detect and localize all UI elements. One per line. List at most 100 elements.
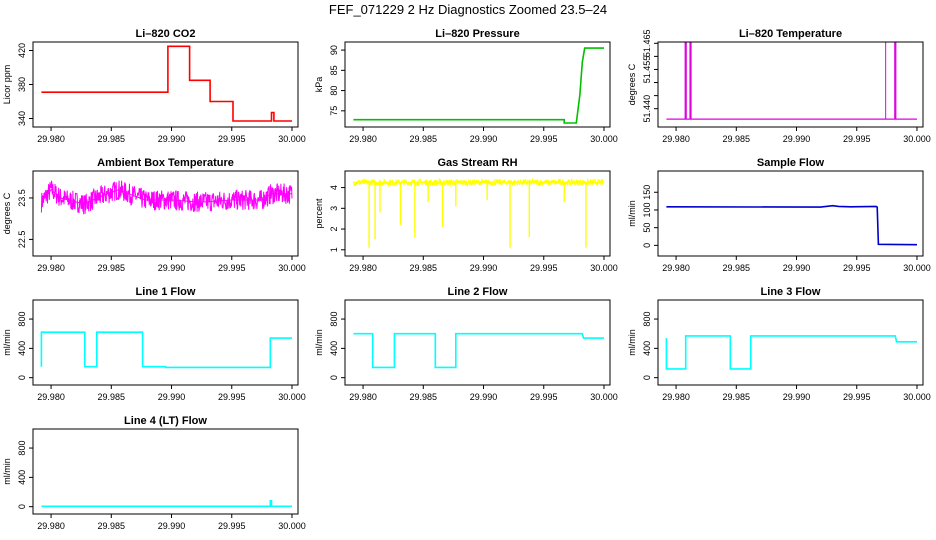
- panel-title: Li–820 CO2: [136, 28, 196, 40]
- panel-title: Line 1 Flow: [136, 286, 196, 298]
- y-tick-label: 0: [329, 375, 339, 380]
- panel-5: Gas Stream RH percent 29.980 29.985 29.990 29…: [314, 157, 618, 273]
- x-tick-label: 29.995: [843, 134, 871, 144]
- plot-frame: [657, 41, 924, 128]
- plot-frame: [657, 170, 924, 257]
- y-tick-label: 150: [642, 185, 652, 200]
- x-tick-label: 29.990: [158, 263, 186, 273]
- panel-title: Line 3 Flow: [761, 286, 821, 298]
- y-tick-label: 1: [329, 247, 339, 252]
- x-tick-label: 29.985: [98, 134, 126, 144]
- y-tick-label: 400: [642, 341, 652, 356]
- x-tick-label: 29.980: [662, 134, 690, 144]
- y-axis-label: ml/min: [627, 329, 637, 356]
- x-tick-label: 29.990: [783, 392, 811, 402]
- panel-title: Sample Flow: [757, 157, 825, 169]
- y-tick-label: 800: [17, 312, 27, 327]
- panel-title: Li–820 Temperature: [739, 28, 842, 40]
- y-tick-label: 75: [329, 106, 339, 116]
- panel-10: Line 4 (LT) Flow ml/min 29.980 29.985 29.990…: [2, 415, 306, 531]
- y-tick-label: 22.5: [17, 231, 27, 249]
- x-tick-label: 29.995: [530, 392, 558, 402]
- plot-area: [352, 177, 605, 248]
- y-axis-label: degrees C: [627, 63, 637, 105]
- x-tick-label: 29.980: [37, 134, 65, 144]
- x-tick-label: 29.995: [218, 134, 246, 144]
- x-tick-label: 29.980: [37, 263, 65, 273]
- x-tick-label: 29.995: [843, 263, 871, 273]
- y-axis-label: kPa: [314, 77, 324, 93]
- plot-area: [666, 42, 917, 120]
- x-tick-label: 30.000: [903, 392, 931, 402]
- y-tick-label: 400: [17, 341, 27, 356]
- panel-title: Gas Stream RH: [437, 157, 517, 169]
- panel-4: Ambient Box Temperature degrees C 29.980 29…: [2, 157, 306, 273]
- series-line: [665, 335, 917, 370]
- plot-area: [353, 332, 604, 369]
- y-tick-label: 400: [329, 341, 339, 356]
- series-line: [41, 45, 292, 122]
- y-axis-label: degrees C: [2, 192, 12, 234]
- panel-9: Line 3 Flow ml/min 29.980 29.985 29.990 29.99…: [627, 286, 931, 402]
- x-tick-label: 29.985: [723, 392, 751, 402]
- x-tick-label: 29.995: [530, 134, 558, 144]
- plot-frame: [657, 299, 924, 386]
- plot-area: [666, 204, 918, 246]
- x-tick-label: 29.985: [723, 134, 751, 144]
- series-line: [353, 332, 604, 369]
- plot-area: [353, 47, 604, 124]
- panel-title: Li–820 Pressure: [435, 28, 519, 40]
- x-tick-label: 29.985: [98, 392, 126, 402]
- panel-3: Li–820 Temperature degrees C 29.980 29.985 2…: [627, 28, 931, 144]
- x-tick-label: 29.990: [158, 392, 186, 402]
- series-line: [666, 204, 918, 246]
- y-tick-label: 0: [17, 504, 27, 509]
- y-axis-label: ml/min: [627, 200, 637, 227]
- x-tick-label: 29.985: [410, 392, 438, 402]
- x-tick-label: 29.995: [218, 392, 246, 402]
- x-tick-label: 29.995: [218, 521, 246, 531]
- series-line: [353, 47, 604, 124]
- x-tick-label: 29.990: [470, 392, 498, 402]
- y-tick-label: 50: [642, 223, 652, 233]
- x-tick-label: 29.985: [98, 263, 126, 273]
- x-tick-label: 29.980: [349, 392, 377, 402]
- y-tick-label: 340: [17, 111, 27, 126]
- panel-2: Li–820 Pressure kPa 29.980 29.985 29.990 29.9…: [314, 28, 618, 144]
- y-tick-label: 0: [642, 375, 652, 380]
- y-tick-label: 0: [17, 375, 27, 380]
- panel-title: Line 4 (LT) Flow: [124, 415, 207, 427]
- plot-area: [41, 499, 292, 508]
- panel-title: Line 2 Flow: [448, 286, 508, 298]
- x-tick-label: 29.985: [98, 521, 126, 531]
- x-tick-label: 30.000: [278, 263, 306, 273]
- x-tick-label: 29.990: [783, 134, 811, 144]
- y-tick-label: 800: [642, 312, 652, 327]
- y-axis-label: ml/min: [2, 329, 12, 356]
- y-tick-label: 51.455: [642, 56, 652, 84]
- y-tick-label: 380: [17, 77, 27, 92]
- x-tick-label: 29.990: [470, 263, 498, 273]
- x-tick-label: 30.000: [278, 134, 306, 144]
- plot-frame: [32, 428, 299, 515]
- panel-title: Ambient Box Temperature: [97, 157, 234, 169]
- panel-7: Line 1 Flow ml/min 29.980 29.985 29.990 29.99…: [2, 286, 306, 402]
- y-axis-label: ml/min: [2, 458, 12, 485]
- panel-6: Sample Flow ml/min 29.980 29.985 29.990 29.99…: [627, 157, 931, 273]
- plot-area: [665, 335, 917, 370]
- noise-trace: [40, 180, 293, 215]
- panel-8: Line 2 Flow ml/min 29.980 29.985 29.990 29.99…: [314, 286, 618, 402]
- y-tick-label: 51.440: [642, 95, 652, 123]
- y-tick-label: 800: [17, 441, 27, 456]
- y-tick-label: 85: [329, 65, 339, 75]
- x-tick-label: 29.980: [37, 392, 65, 402]
- x-tick-label: 30.000: [903, 263, 931, 273]
- x-tick-label: 29.990: [158, 134, 186, 144]
- y-tick-label: 0: [642, 243, 652, 248]
- x-tick-label: 29.980: [349, 134, 377, 144]
- series-line: [40, 331, 292, 369]
- plot-area: [41, 45, 292, 122]
- x-tick-label: 30.000: [590, 392, 618, 402]
- y-tick-label: 80: [329, 86, 339, 96]
